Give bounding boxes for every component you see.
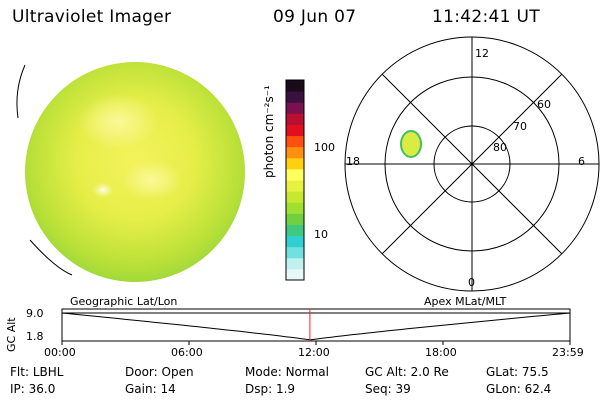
dsp-value: 1.9 (275, 382, 296, 396)
mlat-label-80: 80 (493, 141, 507, 154)
apex-label: Apex MLat/MLT (424, 295, 507, 308)
glon-value: 62.4 (524, 382, 552, 396)
colorbar-band (286, 224, 304, 237)
colorbar-band (286, 91, 304, 103)
door-value: Open (161, 365, 194, 379)
glon-info: GLon: 62.4 (486, 382, 551, 396)
colorbar-band (286, 180, 304, 192)
image-date: 09 Jun 07 (273, 7, 357, 27)
mlt-label-12: 12 (475, 47, 489, 60)
filter-info: Flt: LBHL (10, 365, 63, 379)
mlt-label-6: 6 (578, 155, 585, 168)
colorbar-tick: 10 (314, 228, 328, 241)
mlt-line-diagonal (381, 73, 563, 255)
colorbar-tick: 100 (314, 141, 335, 154)
uvi-image (16, 62, 245, 282)
x-tick-label: 00:00 (44, 346, 76, 359)
colorbar-band (286, 191, 304, 203)
colorbar-band (286, 268, 304, 281)
mlt-label-18: 18 (346, 155, 360, 168)
glat-label: GLat: (486, 365, 519, 379)
glat-info: GLat: 75.5 (486, 365, 549, 379)
colorbar-band (286, 257, 304, 270)
filter-label: Flt: (10, 365, 29, 379)
colorbar-band (286, 135, 304, 148)
colorbar-band (286, 80, 304, 92)
colorbar-band (286, 113, 304, 125)
dsp-info: Dsp: 1.9 (245, 382, 295, 396)
colorbar-band (286, 124, 304, 137)
colorbar-band (286, 202, 304, 214)
gc-alt-value: 2.0 Re (410, 365, 449, 379)
instrument-title: Ultraviolet Imager (12, 7, 172, 27)
gain-value: 14 (160, 382, 176, 396)
seq-info: Seq: 39 (365, 382, 411, 396)
polar-plot (344, 36, 600, 292)
mode-info: Mode: Normal (245, 365, 329, 379)
x-tick-label: 23:59 (552, 346, 584, 359)
gc-altitude-curve (61, 312, 571, 341)
colorbar (285, 79, 305, 281)
image-time: 11:42:41 UT (432, 7, 540, 27)
door-label: Door: (125, 365, 158, 379)
x-tick-label: 12:00 (298, 346, 330, 359)
colorbar-band (286, 157, 304, 170)
limb-arc (16, 64, 26, 119)
y-tick-label: 1.8 (26, 330, 44, 343)
ip-value: 36.0 (28, 382, 56, 396)
geographic-label: Geographic Lat/Lon (70, 295, 178, 308)
colorbar-band (286, 168, 304, 181)
colorbar-band (286, 102, 304, 114)
limb-arc (29, 239, 73, 276)
mlat-label-70: 70 (513, 120, 527, 133)
y-axis-label: GC Alt (5, 317, 18, 352)
mlt-label-0: 0 (468, 276, 475, 289)
ip-info: IP: 36.0 (10, 382, 55, 396)
seq-label: Seq: (365, 382, 392, 396)
gain-info: Gain: 14 (125, 382, 176, 396)
dsp-label: Dsp: (245, 382, 273, 396)
colorbar-band (286, 146, 304, 159)
gain-label: Gain: (125, 382, 157, 396)
colorbar-label: photon cm⁻²s⁻¹ (262, 85, 276, 178)
colorbar-frame (285, 79, 305, 281)
door-info: Door: Open (125, 365, 194, 379)
gc-alt-info: GC Alt: 2.0 Re (365, 365, 449, 379)
x-tick-label: 06:00 (171, 346, 203, 359)
glon-label: GLon: (486, 382, 521, 396)
colorbar-band (286, 246, 304, 259)
ip-label: IP: (10, 382, 25, 396)
mode-label: Mode: (245, 365, 282, 379)
timeline-frame (61, 308, 571, 342)
bright-region (78, 94, 158, 150)
mode-value: Normal (285, 365, 329, 379)
mlat-label-60: 60 (537, 98, 551, 111)
bright-spot (92, 182, 114, 198)
bright-region (122, 160, 182, 200)
glat-value: 75.5 (521, 365, 549, 379)
y-tick-label: 9.0 (26, 307, 44, 320)
uvi-patch (400, 130, 422, 158)
x-tick-label: 18:00 (425, 346, 457, 359)
gc-alt-label: GC Alt: (365, 365, 407, 379)
timeline-panel (61, 308, 571, 345)
colorbar-band (286, 235, 304, 248)
seq-value: 39 (395, 382, 411, 396)
filter-value: LBHL (32, 365, 64, 379)
colorbar-band (286, 213, 304, 225)
